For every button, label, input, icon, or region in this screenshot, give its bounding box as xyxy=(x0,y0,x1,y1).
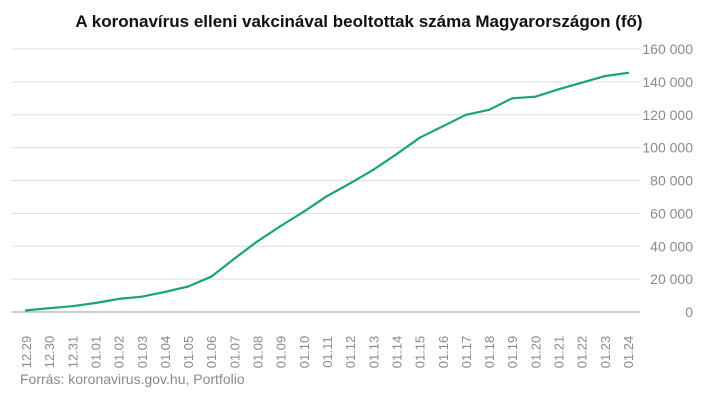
x-tick-label: 01.20 xyxy=(528,336,543,369)
grid-lines xyxy=(12,48,640,313)
data-point xyxy=(464,113,468,116)
data-point xyxy=(325,195,329,198)
data-point xyxy=(418,136,421,139)
x-tick-label: 01.12 xyxy=(343,336,358,369)
x-tick-label: 01.16 xyxy=(436,336,451,369)
data-point xyxy=(94,301,97,305)
data-point xyxy=(163,290,167,294)
x-tick-label: 01.03 xyxy=(135,336,150,369)
x-tick-label: 01.21 xyxy=(552,336,567,369)
x-tick-label: 01.19 xyxy=(505,336,520,369)
data-point xyxy=(140,295,143,298)
x-tick-label: 01.07 xyxy=(227,336,242,369)
x-tick-label: 01.04 xyxy=(158,336,173,369)
data-point xyxy=(626,71,630,74)
x-tick-label: 01.06 xyxy=(204,336,219,369)
data-point xyxy=(279,224,282,228)
x-tick-label: 01.17 xyxy=(459,336,474,369)
data-point xyxy=(233,257,236,260)
data-point xyxy=(71,305,74,308)
data-point xyxy=(256,240,259,243)
x-tick-label: 01.13 xyxy=(366,336,381,369)
x-tick-label: 01.24 xyxy=(621,336,636,369)
data-point xyxy=(372,168,375,171)
x-tick-label: 01.15 xyxy=(413,336,428,369)
x-tick-label: 01.01 xyxy=(88,336,103,369)
data-point xyxy=(511,97,514,100)
data-point xyxy=(302,210,305,213)
y-tick-label: 140 000 xyxy=(642,74,693,90)
data-point xyxy=(48,307,51,310)
y-tick-label: 20 000 xyxy=(650,271,693,287)
y-tick-label: 0 xyxy=(685,304,693,320)
y-tick-label: 80 000 xyxy=(650,173,693,189)
x-tick-label: 12.30 xyxy=(42,336,57,369)
x-tick-label: 01.02 xyxy=(112,336,127,369)
data-point xyxy=(395,153,398,156)
x-tick-label: 12.29 xyxy=(19,336,34,369)
source-note: Forrás: koronavirus.gov.hu, Portfolio xyxy=(20,371,245,387)
data-point xyxy=(117,297,120,300)
data-point xyxy=(557,88,560,91)
y-tick-label: 100 000 xyxy=(642,140,693,156)
x-axis-ticks: 12.29 12.30 12.31 01.01 01.02 01.03 01.04 01.05… xyxy=(19,336,636,369)
series-line xyxy=(24,71,630,312)
data-point xyxy=(210,275,213,278)
data-point xyxy=(580,81,583,84)
x-tick-label: 12.31 xyxy=(65,336,80,369)
data-point xyxy=(349,182,352,185)
y-tick-label: 160 000 xyxy=(642,41,693,57)
x-tick-label: 01.22 xyxy=(575,336,590,369)
y-tick-label: 120 000 xyxy=(642,107,693,123)
x-tick-label: 01.09 xyxy=(274,336,289,369)
chart-title: A koronavírus elleni vakcinával beoltott… xyxy=(75,12,643,31)
x-tick-label: 01.08 xyxy=(251,336,266,369)
y-axis-ticks: 0 20 000 40 000 60 000 80 000 100 000 120 000 1… xyxy=(642,41,693,320)
series-layer xyxy=(24,71,630,312)
y-tick-label: 40 000 xyxy=(650,238,693,254)
data-point xyxy=(24,309,28,312)
data-point xyxy=(441,125,444,128)
data-point xyxy=(186,285,190,288)
y-tick-label: 60 000 xyxy=(650,205,693,221)
x-tick-label: 01.14 xyxy=(389,336,404,369)
data-point xyxy=(487,108,491,111)
data-point xyxy=(534,95,537,98)
x-tick-label: 01.18 xyxy=(482,336,497,369)
x-tick-label: 01.11 xyxy=(320,336,335,368)
x-tick-label: 01.23 xyxy=(598,336,613,369)
x-tick-label: 01.05 xyxy=(181,336,196,369)
x-tick-label: 01.10 xyxy=(297,336,312,369)
data-point xyxy=(603,75,606,78)
